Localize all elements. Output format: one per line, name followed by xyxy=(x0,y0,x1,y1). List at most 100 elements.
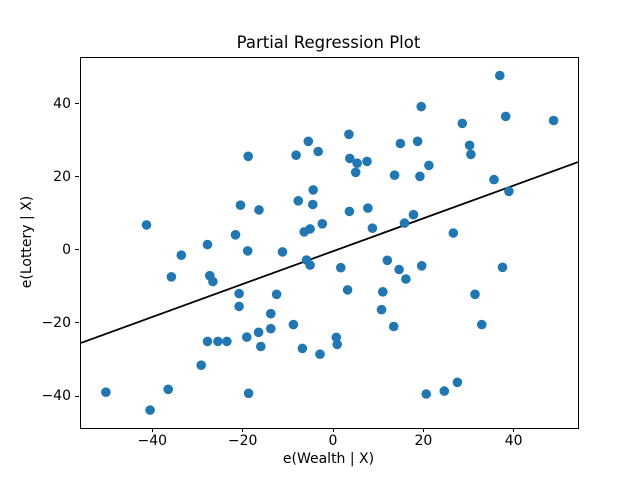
scatter-point xyxy=(145,405,155,415)
scatter-point xyxy=(166,272,177,282)
scatter-point xyxy=(317,219,328,229)
x-tick-mark xyxy=(422,428,424,432)
scatter-point xyxy=(243,151,253,162)
scatter-point xyxy=(470,289,480,300)
scatter-point xyxy=(331,332,342,343)
scatter-point xyxy=(266,323,276,334)
scatter-point xyxy=(378,287,388,297)
scatter-point xyxy=(313,146,323,157)
scatter-point xyxy=(395,138,406,149)
scatter-point xyxy=(495,70,505,81)
scatter-point xyxy=(504,186,514,197)
scatter-point xyxy=(401,274,411,284)
scatter-point xyxy=(424,160,434,171)
scatter-point xyxy=(234,288,244,299)
scatter-point xyxy=(389,170,400,180)
scatter-point xyxy=(336,262,346,273)
scatter-point xyxy=(452,377,463,388)
scatter-point xyxy=(477,319,487,330)
scatter-point xyxy=(308,199,318,210)
scatter-point xyxy=(352,158,362,168)
scatter-plot xyxy=(81,70,578,415)
scatter-point xyxy=(399,218,410,228)
x-tick-label: −20 xyxy=(227,433,258,449)
plot-area xyxy=(80,57,579,429)
scatter-point xyxy=(497,262,508,273)
y-tick-label: −40 xyxy=(41,388,71,404)
scatter-point xyxy=(230,230,241,240)
scatter-point xyxy=(208,276,218,287)
scatter-point xyxy=(315,349,325,360)
scatter-point xyxy=(350,167,361,178)
scatter-point xyxy=(548,115,559,126)
scatter-point xyxy=(439,386,450,396)
scatter-point xyxy=(271,289,282,300)
scatter-point xyxy=(213,336,223,347)
scatter-point xyxy=(362,156,372,167)
scatter-point xyxy=(500,111,511,122)
x-tick-label: 20 xyxy=(414,433,433,449)
y-tick-label: 40 xyxy=(53,95,71,112)
scatter-point xyxy=(388,321,399,332)
scatter-point xyxy=(243,388,254,399)
scatter-point xyxy=(288,319,299,330)
y-tick-label: 0 xyxy=(62,241,71,258)
scatter-point xyxy=(382,255,393,266)
chart-title: Partial Regression Plot xyxy=(236,33,421,52)
scatter-point xyxy=(254,205,264,215)
y-tick-mark xyxy=(75,322,79,324)
y-tick-label: −20 xyxy=(41,314,71,331)
x-tick-mark xyxy=(242,428,244,432)
scatter-point xyxy=(415,171,425,182)
x-tick-label: 0 xyxy=(328,433,338,449)
scatter-point xyxy=(196,360,206,371)
scatter-point xyxy=(266,308,276,319)
x-tick-mark xyxy=(332,428,334,432)
scatter-point xyxy=(376,304,387,315)
scatter-point xyxy=(101,387,111,398)
scatter-point xyxy=(308,185,318,195)
x-axis-label: e(Wealth | X) xyxy=(282,451,375,467)
scatter-point xyxy=(457,118,468,129)
scatter-point xyxy=(408,209,419,220)
scatter-point xyxy=(416,101,427,112)
scatter-point xyxy=(235,200,246,210)
scatter-point xyxy=(242,332,252,342)
y-tick-mark xyxy=(75,176,79,178)
x-tick-mark xyxy=(513,428,515,432)
scatter-point xyxy=(202,239,213,250)
scatter-point xyxy=(202,336,213,347)
scatter-point xyxy=(464,140,475,151)
scatter-point xyxy=(448,228,459,238)
scatter-point xyxy=(332,339,342,350)
scatter-point xyxy=(234,301,244,312)
y-tick-mark xyxy=(75,249,79,251)
scatter-point xyxy=(141,220,152,230)
scatter-point xyxy=(363,203,373,213)
scatter-point xyxy=(412,136,423,147)
scatter-point xyxy=(367,223,378,233)
scatter-point xyxy=(345,153,355,164)
scatter-point xyxy=(344,129,354,140)
scatter-point xyxy=(489,174,499,185)
scatter-point xyxy=(344,206,355,217)
y-axis-label: e(Lottery | X) xyxy=(19,195,35,289)
scatter-point xyxy=(163,384,173,395)
scatter-point xyxy=(256,341,266,352)
scatter-point xyxy=(222,336,232,347)
scatter-point xyxy=(297,343,308,354)
x-tick-mark xyxy=(151,428,153,432)
scatter-point xyxy=(277,247,288,257)
scatter-point xyxy=(293,196,304,206)
y-tick-mark xyxy=(75,395,79,397)
scatter-point xyxy=(394,264,404,275)
scatter-point xyxy=(253,327,264,338)
scatter-point xyxy=(303,136,314,147)
x-tick-label: −40 xyxy=(137,433,168,449)
scatter-point xyxy=(416,261,427,271)
scatter-point xyxy=(305,224,315,234)
scatter-point xyxy=(305,260,315,270)
scatter-point xyxy=(291,150,301,160)
scatter-point xyxy=(342,285,353,295)
